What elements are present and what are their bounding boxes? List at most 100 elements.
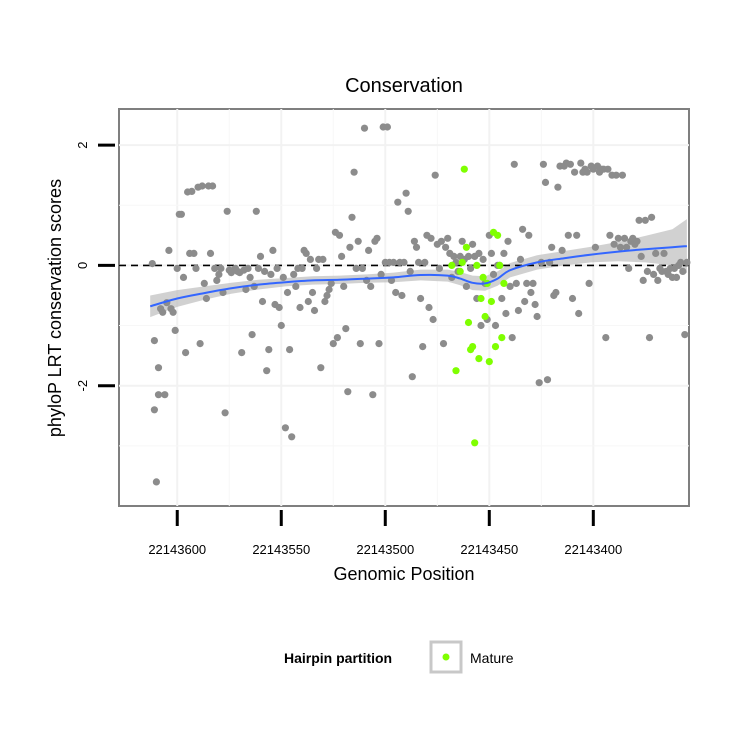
data-point [645, 334, 654, 342]
data-point [254, 264, 262, 272]
data-point [325, 285, 333, 294]
data-point [604, 165, 612, 173]
data-point [442, 243, 450, 251]
data-point [417, 294, 425, 303]
mature-point [460, 165, 468, 173]
mature-point [471, 439, 479, 447]
data-point [269, 246, 277, 254]
mature-point [462, 243, 470, 251]
data-point [639, 276, 647, 284]
data-point [196, 340, 204, 348]
mature-point [448, 261, 456, 269]
data-point [525, 231, 533, 239]
x-tick-label: 22143550 [252, 542, 310, 557]
data-point [223, 207, 231, 215]
data-point [508, 334, 516, 342]
legend-label-mature: Mature [470, 650, 514, 666]
mature-point [491, 343, 500, 351]
data-point [681, 331, 689, 339]
mature-point [475, 355, 483, 363]
data-point [390, 258, 398, 266]
data-point [623, 243, 631, 251]
data-point [179, 273, 188, 281]
data-point [585, 279, 593, 287]
data-point [464, 252, 473, 260]
data-point [660, 249, 668, 257]
data-point [182, 349, 190, 357]
data-point [263, 367, 271, 375]
data-point [342, 325, 350, 333]
data-point [402, 189, 410, 197]
data-point [261, 267, 269, 275]
mature-point [477, 294, 485, 303]
mature-point [479, 273, 487, 281]
data-point [252, 207, 260, 215]
data-point [265, 346, 273, 354]
x-axis-title: Genomic Position [333, 564, 474, 584]
y-axis: 2 0 -2 [75, 141, 115, 391]
data-point [435, 264, 443, 272]
data-point [173, 264, 181, 272]
data-point [190, 249, 198, 257]
data-point [672, 273, 681, 281]
data-point [614, 234, 622, 242]
data-point [602, 334, 610, 342]
data-point [319, 255, 327, 263]
data-point [286, 346, 294, 354]
data-point [306, 255, 314, 263]
data-point [209, 182, 217, 190]
data-point [412, 243, 421, 251]
data-point [215, 270, 223, 278]
data-point [529, 279, 537, 287]
data-point [258, 297, 267, 306]
data-point [275, 303, 283, 312]
data-point [410, 237, 418, 245]
data-point [406, 267, 414, 275]
data-point [469, 240, 477, 248]
data-point [514, 306, 523, 315]
mature-point [496, 261, 504, 269]
data-point [523, 279, 531, 287]
data-point [279, 273, 287, 281]
mature-point [452, 367, 460, 375]
y-tick-label: -2 [75, 380, 90, 392]
data-point [335, 231, 344, 239]
data-point [348, 213, 356, 221]
data-point [217, 264, 225, 272]
legend-mature-point [442, 653, 450, 661]
data-point [292, 282, 300, 290]
data-point [477, 321, 485, 330]
data-point [159, 308, 167, 316]
mature-point [469, 343, 477, 351]
data-point [352, 264, 360, 272]
data-point [206, 249, 215, 257]
data-point [531, 300, 539, 309]
data-point [491, 321, 500, 330]
data-point [281, 424, 289, 432]
data-point [566, 160, 575, 168]
data-point [444, 234, 452, 242]
data-point [375, 340, 383, 348]
data-point [408, 373, 416, 381]
data-point [521, 297, 529, 306]
data-point [510, 160, 518, 168]
data-point [244, 264, 252, 272]
x-tick-label: 22143400 [564, 542, 622, 557]
data-point [625, 264, 633, 272]
data-point [188, 187, 196, 195]
data-point [458, 237, 466, 245]
data-point [679, 267, 687, 275]
x-axis: 22143600 22143550 22143500 22143450 22143400 [148, 510, 622, 557]
mature-point [494, 231, 502, 239]
data-point [616, 243, 625, 251]
data-point [583, 168, 591, 176]
data-point [633, 237, 641, 245]
mature-point [456, 267, 464, 275]
data-point [437, 237, 445, 245]
data-point [610, 240, 618, 248]
data-point [221, 409, 229, 417]
data-point [533, 312, 541, 321]
data-point [313, 264, 321, 272]
data-point [564, 231, 572, 239]
